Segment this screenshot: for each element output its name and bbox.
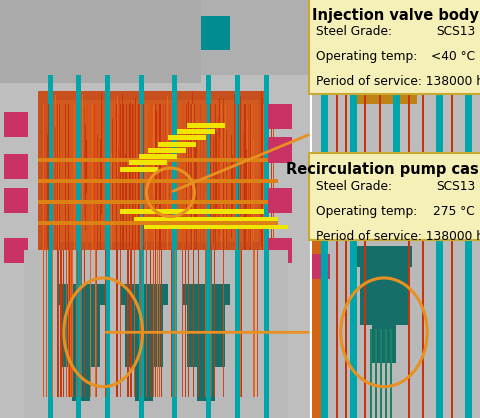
Text: SCS13: SCS13 (436, 180, 475, 193)
Text: Injection valve body: Injection valve body (312, 8, 479, 23)
FancyBboxPatch shape (309, 153, 480, 240)
Text: <40 °C: <40 °C (431, 50, 475, 63)
Text: Operating temp:: Operating temp: (316, 205, 417, 218)
Text: Steel Grade:: Steel Grade: (316, 180, 392, 193)
FancyBboxPatch shape (309, 0, 480, 94)
Text: 275 °C: 275 °C (433, 205, 475, 218)
Text: Period of service: 138000 h: Period of service: 138000 h (316, 230, 480, 243)
Text: Steel Grade:: Steel Grade: (316, 25, 392, 38)
Text: SCS13: SCS13 (436, 25, 475, 38)
Text: Period of service: 138000 h: Period of service: 138000 h (316, 75, 480, 88)
Text: Operating temp:: Operating temp: (316, 50, 417, 63)
Text: Recirculation pump casing: Recirculation pump casing (286, 162, 480, 177)
